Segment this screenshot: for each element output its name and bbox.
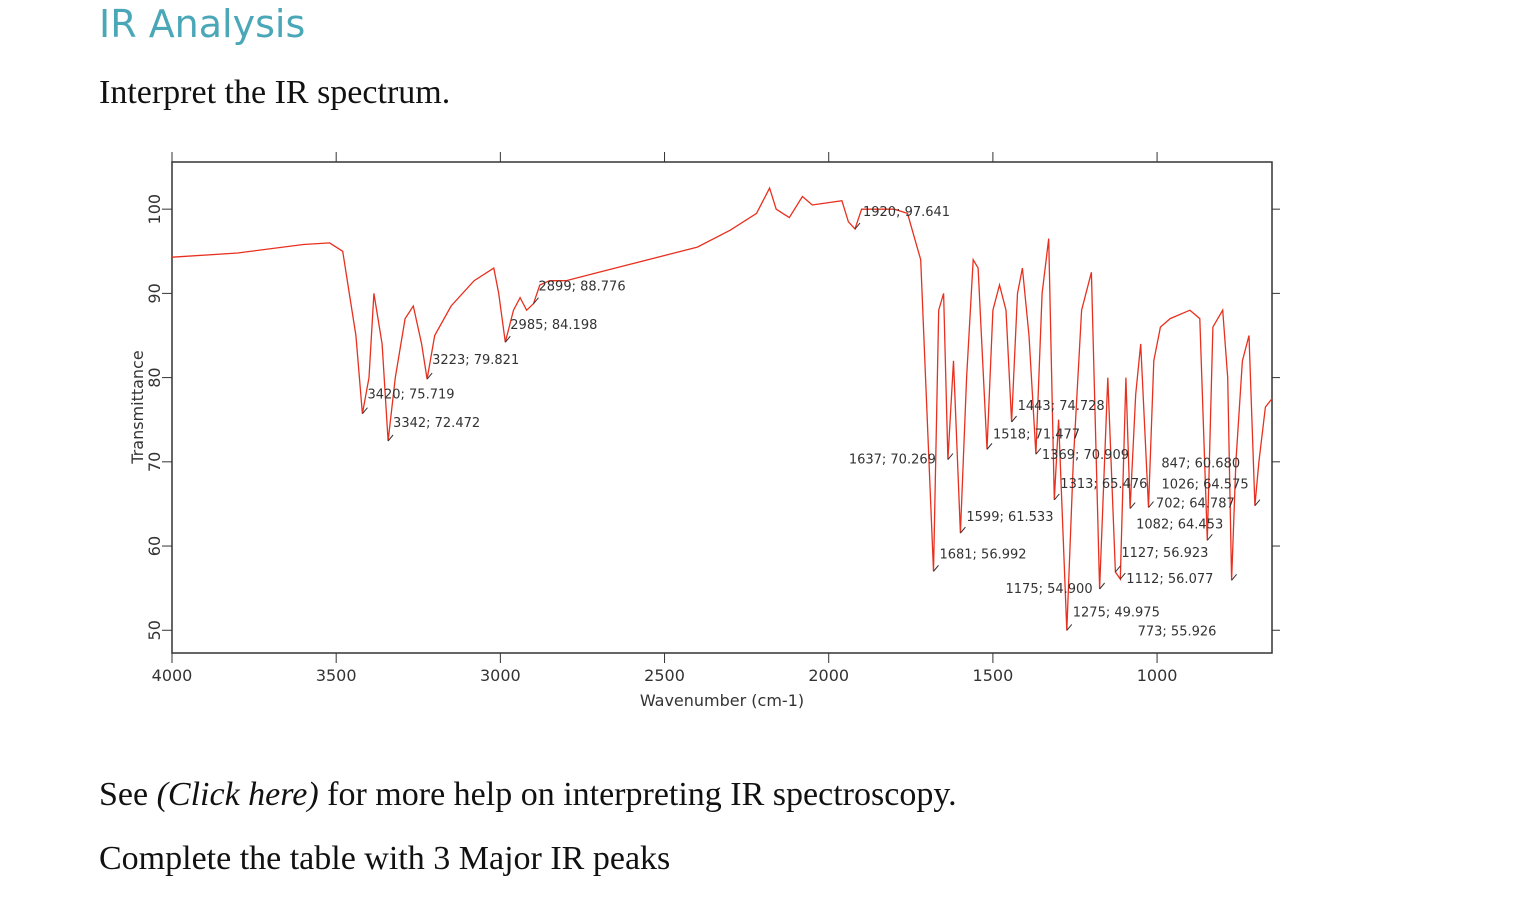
help-link[interactable]: (Click here) bbox=[156, 776, 319, 813]
peak-label: 1681; 56.992 bbox=[939, 547, 1026, 562]
peak-leader bbox=[1114, 565, 1121, 573]
peak-leader bbox=[986, 443, 993, 450]
peak-label: 1920; 97.641 bbox=[863, 205, 950, 220]
peak-label: 773; 55.926 bbox=[1138, 624, 1217, 639]
peak-leader bbox=[933, 565, 939, 572]
peak-leader bbox=[1206, 533, 1213, 541]
peak-leader bbox=[947, 453, 954, 460]
peak-label: 702; 64.787 bbox=[1156, 497, 1235, 512]
page-title: IR Analysis bbox=[99, 2, 306, 46]
peak-leader bbox=[1011, 415, 1017, 423]
x-tick-label: 3000 bbox=[480, 666, 521, 685]
peak-label: 1127; 56.923 bbox=[1121, 546, 1208, 561]
help-text: See (Click here) for more help on interp… bbox=[99, 776, 957, 814]
peak-label: 1599; 61.533 bbox=[966, 510, 1053, 525]
y-tick-label: 100 bbox=[145, 194, 164, 225]
x-tick-label: 2500 bbox=[644, 666, 685, 685]
x-tick-label: 4000 bbox=[152, 666, 193, 685]
peak-label: 1082; 64.453 bbox=[1136, 518, 1223, 533]
y-tick-label: 70 bbox=[145, 452, 164, 472]
y-axis-title: Transmittance bbox=[128, 350, 147, 464]
peak-label: 2899; 88.776 bbox=[539, 280, 626, 295]
peak-label: 2985; 84.198 bbox=[510, 318, 597, 333]
peak-leader bbox=[426, 372, 433, 380]
x-tick-label: 1500 bbox=[973, 666, 1014, 685]
peak-leader bbox=[1053, 493, 1060, 501]
peak-label: 1275; 49.975 bbox=[1073, 605, 1160, 620]
peak-leader bbox=[1129, 502, 1136, 509]
peak-leader bbox=[1099, 582, 1105, 590]
peak-label: 1026; 64.575 bbox=[1162, 478, 1249, 493]
peak-leader bbox=[1148, 501, 1154, 508]
peak-label: 1175; 54.900 bbox=[1006, 582, 1093, 597]
peak-label: 3223; 79.821 bbox=[432, 353, 519, 368]
peak-label: 1637; 70.269 bbox=[849, 453, 936, 468]
peak-leader bbox=[1066, 624, 1073, 631]
x-tick-label: 2000 bbox=[808, 666, 849, 685]
plot-frame bbox=[171, 161, 1273, 654]
y-tick-label: 80 bbox=[145, 367, 164, 387]
prompt: Interpret the IR spectrum. bbox=[99, 74, 451, 111]
chart: Transmittance Wavenumber (cm-1) 4000 3500… bbox=[128, 152, 1280, 710]
peak-leader bbox=[960, 526, 966, 534]
peak-leader bbox=[1035, 447, 1042, 455]
peak-leader bbox=[387, 434, 394, 442]
peak-label: 1112; 56.077 bbox=[1126, 572, 1213, 587]
peak-label: 1518; 71.477 bbox=[993, 427, 1080, 442]
instruction: Complete the table with 3 Major IR peaks bbox=[99, 840, 671, 877]
peak-label: 1443; 74.728 bbox=[1018, 399, 1105, 414]
peak-leader bbox=[1119, 572, 1126, 580]
spectrum-line bbox=[171, 186, 1273, 631]
x-axis-title: Wavenumber (cm-1) bbox=[640, 691, 804, 710]
help-after: for more help on interpreting IR spectro… bbox=[318, 776, 957, 813]
peak-leader bbox=[362, 407, 368, 414]
y-tick-label: 90 bbox=[145, 283, 164, 303]
peak-leader bbox=[1231, 574, 1237, 581]
x-tick-label: 1000 bbox=[1137, 666, 1178, 685]
x-tick-label: 3500 bbox=[316, 666, 357, 685]
peak-label: 1313; 65.476 bbox=[1060, 477, 1147, 492]
peak-leader bbox=[533, 297, 539, 305]
y-tick-label: 60 bbox=[145, 536, 164, 556]
peak-label: 3420; 75.719 bbox=[367, 388, 454, 403]
peak-label: 847; 60.680 bbox=[1161, 456, 1240, 471]
peak-label: 3342; 72.472 bbox=[393, 416, 480, 431]
peak-leader bbox=[1254, 499, 1261, 507]
peak-label: 1369; 70.909 bbox=[1042, 448, 1129, 463]
peak-leader bbox=[504, 335, 511, 343]
help-before: See bbox=[99, 776, 157, 813]
y-tick-label: 50 bbox=[145, 620, 164, 640]
peak-leader bbox=[854, 222, 861, 230]
